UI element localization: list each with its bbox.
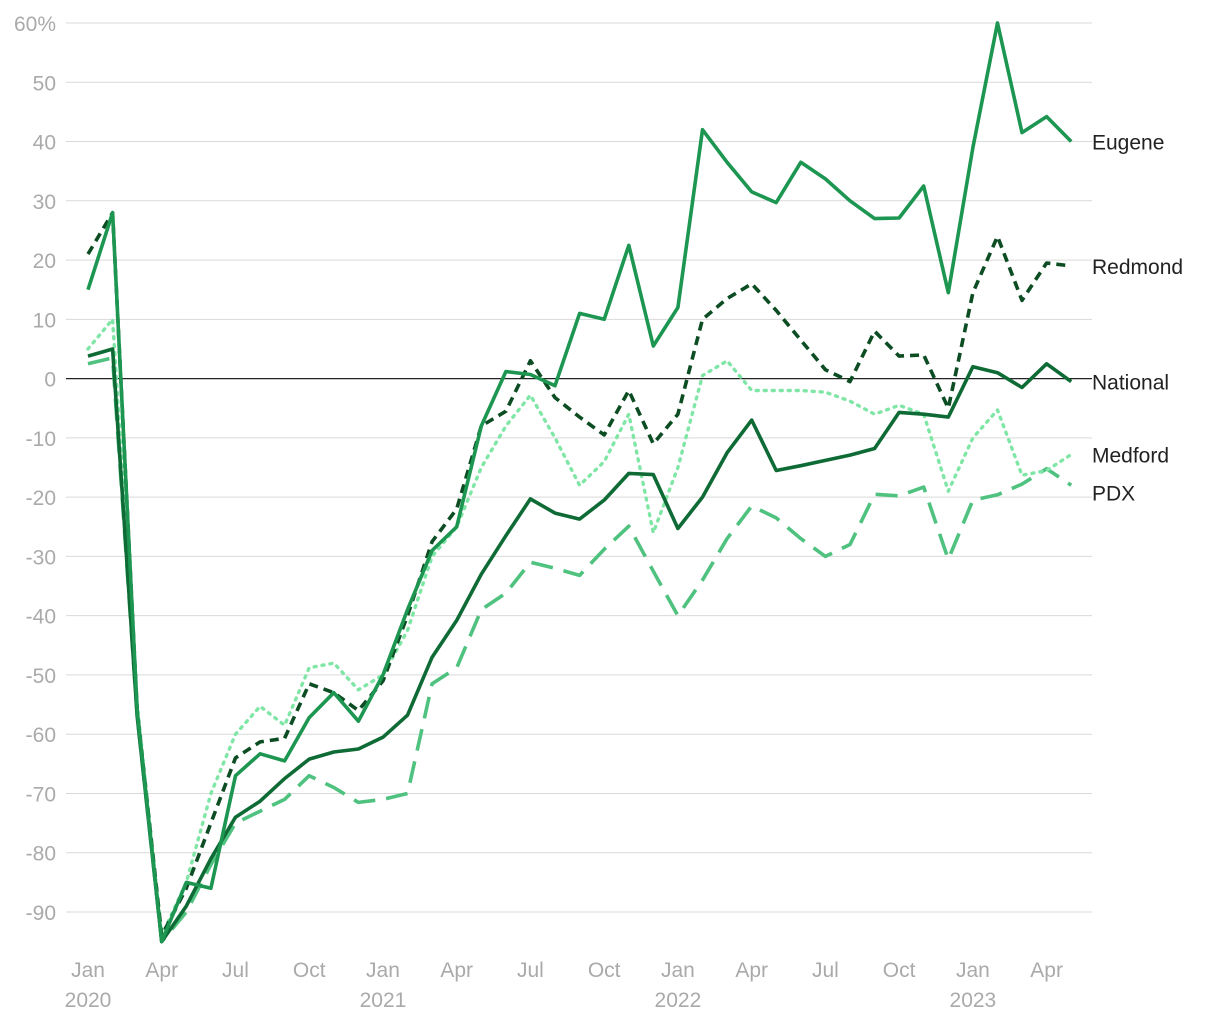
series-label-medford: Medford bbox=[1092, 444, 1169, 467]
y-tick-label: 20 bbox=[33, 250, 56, 273]
x-tick-label: Apr bbox=[145, 959, 178, 982]
series-label-redmond: Redmond bbox=[1092, 256, 1183, 279]
y-tick-label: -60 bbox=[26, 724, 56, 747]
y-tick-label: 30 bbox=[33, 191, 56, 214]
y-tick-label: 40 bbox=[33, 132, 56, 155]
y-tick-label: -50 bbox=[26, 665, 56, 688]
series-line-pdx bbox=[87, 356, 1073, 944]
x-tick-label: Jul bbox=[517, 959, 544, 982]
series-line-national bbox=[87, 347, 1073, 944]
x-year-label: 2021 bbox=[360, 989, 407, 1012]
y-axis: 60% 50 40 30 20 10 0 -10 -20 -30 -40 -50 -60 -70 -80 -9… bbox=[14, 13, 56, 925]
x-tick-label: Jul bbox=[222, 959, 249, 982]
y-tick-label: -70 bbox=[26, 783, 56, 806]
y-tick-label: -40 bbox=[26, 606, 56, 629]
y-tick-label: 10 bbox=[33, 309, 56, 332]
series-lines bbox=[86, 21, 1073, 944]
y-tick-label: 0 bbox=[44, 369, 56, 392]
x-tick-label: Jan bbox=[366, 959, 400, 982]
x-tick-label: Jan bbox=[956, 959, 990, 982]
series-label-pdx: PDX bbox=[1092, 482, 1135, 505]
y-tick-label: -10 bbox=[26, 428, 56, 451]
x-year-label: 2023 bbox=[950, 989, 997, 1012]
y-tick-label: -80 bbox=[26, 843, 56, 866]
x-tick-label: Oct bbox=[588, 959, 621, 982]
x-tick-label: Oct bbox=[883, 959, 916, 982]
x-tick-label: Oct bbox=[293, 959, 326, 982]
series-labels: Eugene Redmond National Medford PDX bbox=[1092, 132, 1183, 506]
x-axis: Jan 2020 Apr Jul Oct Jan 2021 Apr Jul Oct Jan 2022 A… bbox=[65, 959, 1063, 1012]
x-tick-label: Jan bbox=[71, 959, 105, 982]
x-tick-label: Apr bbox=[735, 959, 768, 982]
x-year-label: 2020 bbox=[65, 989, 112, 1012]
series-line-redmond bbox=[86, 210, 1072, 938]
y-tick-label: 50 bbox=[33, 72, 56, 95]
y-tick-label: -90 bbox=[26, 902, 56, 925]
x-tick-label: Jul bbox=[812, 959, 839, 982]
series-line-eugene bbox=[86, 21, 1073, 944]
x-tick-label: Jan bbox=[661, 959, 695, 982]
series-label-national: National bbox=[1092, 372, 1169, 395]
y-tick-label: -20 bbox=[26, 487, 56, 510]
x-tick-label: Apr bbox=[1030, 959, 1063, 982]
y-tick-label: -30 bbox=[26, 546, 56, 569]
series-label-eugene: Eugene bbox=[1092, 132, 1164, 155]
y-tick-label: 60% bbox=[14, 13, 56, 36]
gridlines bbox=[66, 22, 1092, 913]
x-year-label: 2022 bbox=[655, 989, 702, 1012]
x-tick-label: Apr bbox=[440, 959, 473, 982]
series-line-medford bbox=[86, 317, 1073, 938]
